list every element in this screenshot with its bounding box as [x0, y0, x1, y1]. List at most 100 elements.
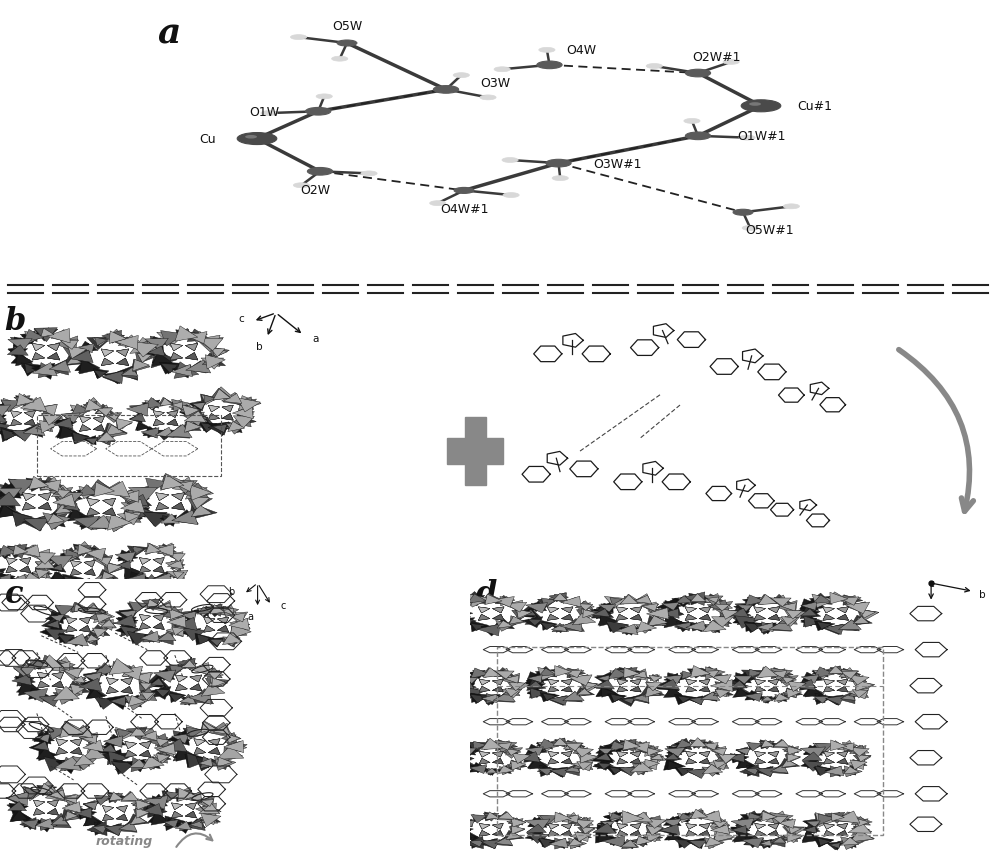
Polygon shape	[702, 624, 720, 633]
Polygon shape	[180, 695, 196, 705]
Polygon shape	[13, 545, 28, 556]
Polygon shape	[642, 833, 660, 842]
Polygon shape	[686, 680, 697, 685]
Polygon shape	[168, 552, 183, 562]
Polygon shape	[173, 747, 196, 761]
Polygon shape	[136, 423, 150, 431]
Polygon shape	[547, 614, 559, 620]
Polygon shape	[155, 738, 169, 746]
Polygon shape	[550, 769, 568, 777]
Polygon shape	[35, 734, 50, 743]
Polygon shape	[840, 837, 864, 849]
Polygon shape	[201, 798, 213, 807]
Polygon shape	[540, 815, 557, 825]
Polygon shape	[11, 412, 22, 418]
Polygon shape	[591, 751, 613, 763]
Polygon shape	[526, 745, 548, 755]
Polygon shape	[844, 767, 859, 774]
Polygon shape	[565, 765, 580, 773]
Polygon shape	[479, 758, 490, 764]
Polygon shape	[88, 742, 105, 752]
Polygon shape	[84, 569, 95, 576]
Polygon shape	[847, 602, 865, 613]
Polygon shape	[130, 338, 159, 354]
Polygon shape	[699, 824, 710, 829]
Polygon shape	[40, 820, 56, 829]
Polygon shape	[24, 412, 35, 418]
Polygon shape	[68, 636, 83, 647]
Polygon shape	[226, 734, 240, 743]
Polygon shape	[699, 680, 710, 685]
Polygon shape	[630, 614, 642, 620]
Polygon shape	[93, 369, 109, 379]
Polygon shape	[561, 758, 572, 764]
Polygon shape	[837, 812, 859, 822]
Polygon shape	[818, 838, 831, 846]
Polygon shape	[127, 631, 151, 645]
Polygon shape	[8, 348, 25, 359]
Polygon shape	[151, 796, 169, 807]
Polygon shape	[608, 669, 629, 679]
Polygon shape	[155, 689, 170, 697]
Polygon shape	[592, 609, 610, 617]
Polygon shape	[690, 740, 708, 748]
Polygon shape	[174, 822, 192, 833]
Polygon shape	[733, 681, 750, 691]
Polygon shape	[39, 511, 65, 527]
Polygon shape	[156, 503, 169, 510]
Polygon shape	[107, 335, 125, 344]
Polygon shape	[107, 749, 130, 765]
Polygon shape	[139, 558, 151, 565]
Polygon shape	[842, 769, 857, 775]
Polygon shape	[744, 836, 764, 845]
Polygon shape	[167, 571, 188, 582]
Polygon shape	[702, 767, 722, 776]
Polygon shape	[464, 677, 478, 684]
Polygon shape	[105, 423, 127, 439]
Polygon shape	[223, 394, 242, 404]
Polygon shape	[804, 675, 816, 682]
Polygon shape	[619, 740, 639, 748]
Polygon shape	[552, 665, 571, 675]
Polygon shape	[228, 422, 245, 432]
Polygon shape	[561, 758, 572, 764]
Polygon shape	[553, 738, 568, 746]
Polygon shape	[125, 742, 137, 749]
Polygon shape	[756, 768, 776, 777]
Polygon shape	[83, 603, 102, 613]
Polygon shape	[173, 571, 186, 579]
Polygon shape	[507, 832, 520, 839]
Circle shape	[332, 57, 348, 62]
Polygon shape	[6, 544, 27, 559]
Polygon shape	[492, 607, 504, 613]
Polygon shape	[57, 426, 80, 439]
Polygon shape	[172, 366, 191, 378]
Polygon shape	[76, 488, 95, 498]
Polygon shape	[812, 595, 836, 608]
Polygon shape	[727, 753, 744, 763]
Polygon shape	[829, 843, 840, 849]
Polygon shape	[595, 681, 612, 690]
Polygon shape	[130, 815, 147, 825]
Polygon shape	[66, 685, 84, 695]
Polygon shape	[714, 823, 736, 836]
Polygon shape	[457, 752, 474, 763]
Polygon shape	[855, 755, 871, 763]
Polygon shape	[593, 823, 616, 833]
Polygon shape	[142, 599, 159, 608]
Polygon shape	[32, 553, 55, 565]
Polygon shape	[98, 665, 114, 676]
Polygon shape	[101, 349, 114, 357]
Polygon shape	[524, 752, 541, 763]
Polygon shape	[758, 839, 772, 848]
Polygon shape	[131, 414, 145, 422]
Polygon shape	[824, 751, 835, 757]
Polygon shape	[600, 617, 615, 625]
Polygon shape	[56, 747, 68, 755]
Polygon shape	[675, 742, 690, 750]
Polygon shape	[71, 434, 89, 444]
Polygon shape	[647, 683, 661, 690]
Polygon shape	[123, 665, 144, 676]
Polygon shape	[768, 687, 779, 692]
Polygon shape	[40, 477, 66, 491]
